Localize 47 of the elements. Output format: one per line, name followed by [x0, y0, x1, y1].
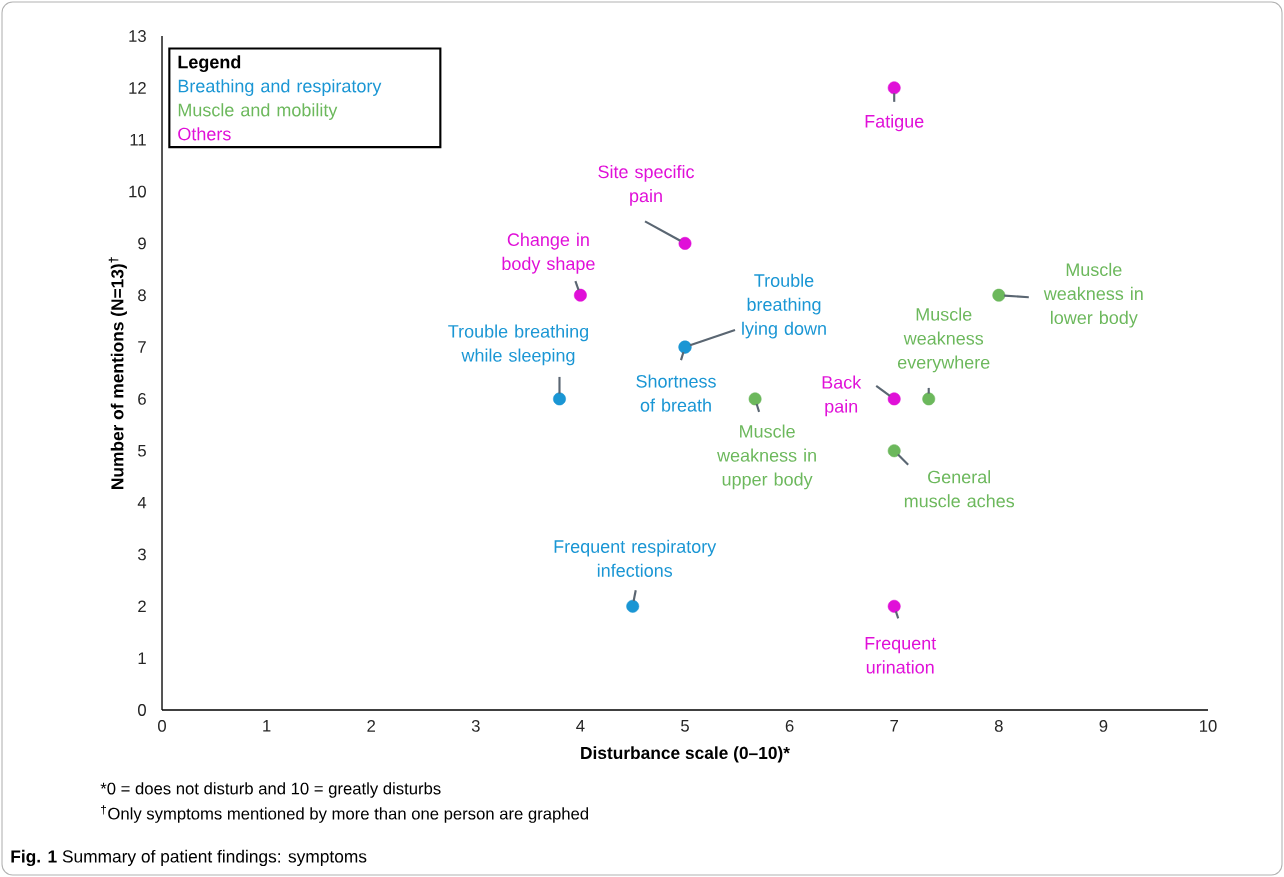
- text: Fig. 1 Summary of patient findings: symptoms: [11, 849, 367, 867]
- annotation: Fatigue: [865, 114, 924, 132]
- annotation: Muscle weakness everywhere: [897, 307, 990, 373]
- x-tick-label: 5: [681, 720, 689, 732]
- legend-title: Legend: [178, 55, 241, 73]
- annotation: Back pain: [822, 375, 862, 417]
- y-tick-label: 8: [138, 289, 146, 302]
- x-axis-title: Disturbance scale (0–10)*: [581, 746, 790, 763]
- text: $^{†}$Only symptoms mentioned by more than one person are graphed: [101, 805, 589, 823]
- x-tick-label: 0: [158, 720, 166, 732]
- x-tick-label: 8: [994, 720, 1003, 732]
- annotation: Site specific pain: [598, 164, 695, 206]
- y-tick-label: 0: [138, 704, 146, 716]
- annotation: General muscle aches: [904, 470, 1015, 508]
- x-tick-label: 9: [1099, 720, 1108, 732]
- y-tick-label: 7: [138, 341, 146, 353]
- x-tick-label: 7: [890, 720, 898, 732]
- annotation: Frequent urination: [865, 637, 937, 674]
- y-tick-label: 12: [129, 82, 146, 94]
- annotation: Shortness of breath: [636, 374, 716, 412]
- text: Muscle and mobility: [178, 103, 338, 120]
- x-tick-label: 1: [263, 720, 271, 732]
- annotation: Change in body shape: [502, 232, 595, 274]
- y-tick-label: 11: [130, 133, 146, 146]
- annotation: Muscle weakness in lower body: [1043, 262, 1143, 328]
- x-tick-label: 2: [367, 720, 375, 732]
- x-tick-label: 4: [576, 720, 585, 732]
- x-tick-label: 3: [471, 720, 480, 732]
- y-axis-title: Number of mentions (N=13)$^{†}$: [108, 257, 127, 489]
- x-tick-label: 10: [1200, 720, 1217, 732]
- y-tick-label: 4: [137, 496, 147, 509]
- y-tick-label: 2: [138, 600, 146, 613]
- y-tick-label: 6: [138, 393, 146, 405]
- annotation: Frequent respiratory infections: [554, 539, 717, 577]
- annotation: Muscle weakness in upper body: [717, 424, 816, 490]
- y-tick-label: 5: [138, 444, 146, 457]
- text: *0 = does not disturb and 10 = greatly disturbs: [100, 782, 441, 798]
- y-tick-label: 10: [129, 185, 146, 198]
- y-tick-label: 1: [138, 652, 146, 664]
- text: Others: [178, 127, 231, 141]
- text: Breathing and respiratory: [178, 79, 382, 96]
- annotation: Trouble breathing lying down: [742, 273, 826, 339]
- y-tick-label: 13: [129, 30, 146, 42]
- annotation: Trouble breathing while sleeping: [448, 324, 588, 366]
- y-tick-label: 9: [138, 237, 146, 250]
- x-tick-label: 6: [785, 720, 794, 732]
- y-tick-label: 3: [137, 548, 146, 561]
